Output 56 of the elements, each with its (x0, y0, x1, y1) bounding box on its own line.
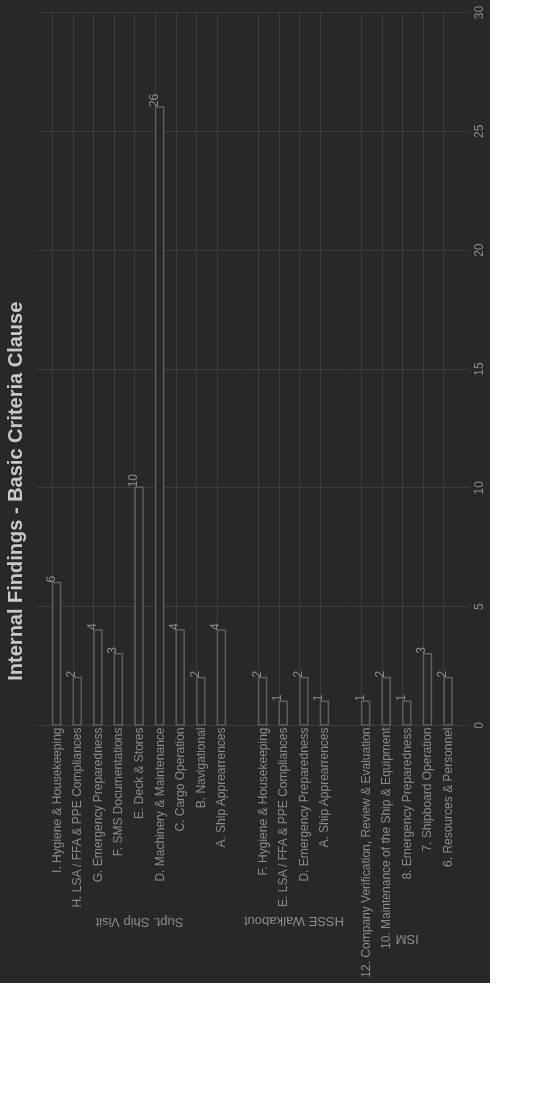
bar (113, 652, 124, 726)
data-label: 1 (311, 694, 326, 702)
y-tick-label: 30 (472, 5, 487, 20)
x-tick-label: E. Deck & Stores (132, 727, 146, 819)
x-tick-label: C. Cargo Operation (173, 727, 188, 832)
bar (216, 629, 227, 726)
bar (93, 629, 103, 726)
y-tick-label: 25 (472, 124, 487, 139)
x-tick-label: A. Ship Apprearrences (214, 727, 229, 848)
data-label: 2 (290, 670, 305, 678)
x-tick-label: E. LSA / FFA & PPE Compliances (276, 727, 291, 907)
y-tick-label: 10 (472, 480, 487, 495)
data-label: 4 (84, 622, 99, 630)
data-label: 26 (146, 93, 161, 108)
data-label: 2 (187, 670, 202, 678)
data-label: 3 (105, 646, 120, 654)
x-tick-label: D. Emergency Preparedness (296, 727, 311, 882)
bar (51, 581, 62, 726)
x-tick-label: F. Hygiene & Housekeeping (255, 727, 270, 876)
x-tick-label: A. Ship Apprearrences (317, 727, 332, 848)
data-label: 3 (414, 646, 429, 654)
data-label: 2 (373, 670, 388, 678)
x-axis-title: Supt. Ship Visit (95, 914, 184, 930)
data-label: 1 (270, 694, 285, 702)
data-label: 6 (43, 575, 58, 583)
bar (175, 629, 185, 726)
x-tick-label: D. Machinery & Maintenance (152, 727, 167, 882)
y-tick-label: 20 (472, 243, 487, 257)
x-axis-title: ISM (395, 931, 419, 947)
data-label: 10 (126, 473, 140, 488)
x-tick-label: G. Emergency Preparedness (90, 727, 105, 883)
bar (154, 106, 165, 726)
bar (72, 676, 82, 726)
data-label: 1 (352, 694, 367, 702)
bar (134, 486, 144, 726)
y-tick-label: 15 (472, 362, 487, 376)
x-tick-label: I. Hygiene & Housekeeping (49, 727, 64, 873)
data-label: 2 (64, 670, 79, 678)
x-tick-label: F. SMS Documentations (111, 727, 126, 857)
x-tick-label: 7. Shipboard Operation (420, 727, 435, 852)
x-tick-label: B. Navigational (193, 727, 208, 809)
x-tick-label: 6. Resources & Personnel (441, 727, 455, 867)
data-label: 2 (435, 670, 449, 678)
data-label: 4 (167, 622, 182, 630)
y-tick-label: 0 (472, 721, 487, 729)
data-label: 1 (393, 694, 408, 702)
x-tick-label: 10. Maintenance of the Ship & Equipment (379, 726, 394, 949)
bar (196, 676, 206, 726)
text: Internal Findings - Basic Criteria Clause (4, 301, 26, 681)
x-tick-label: 12. Company Verification, Review & Evaluation (358, 727, 373, 978)
data-label: 4 (208, 622, 223, 630)
x-tick-label: 8. Emergency Preparedness (399, 727, 414, 880)
data-label: 2 (249, 670, 264, 678)
x-axis-title: HSSE Walkabout (243, 914, 344, 930)
y-tick-label: 5 (472, 603, 487, 611)
x-tick-label: H. LSA / FFA & PPE Compliances (70, 727, 85, 908)
